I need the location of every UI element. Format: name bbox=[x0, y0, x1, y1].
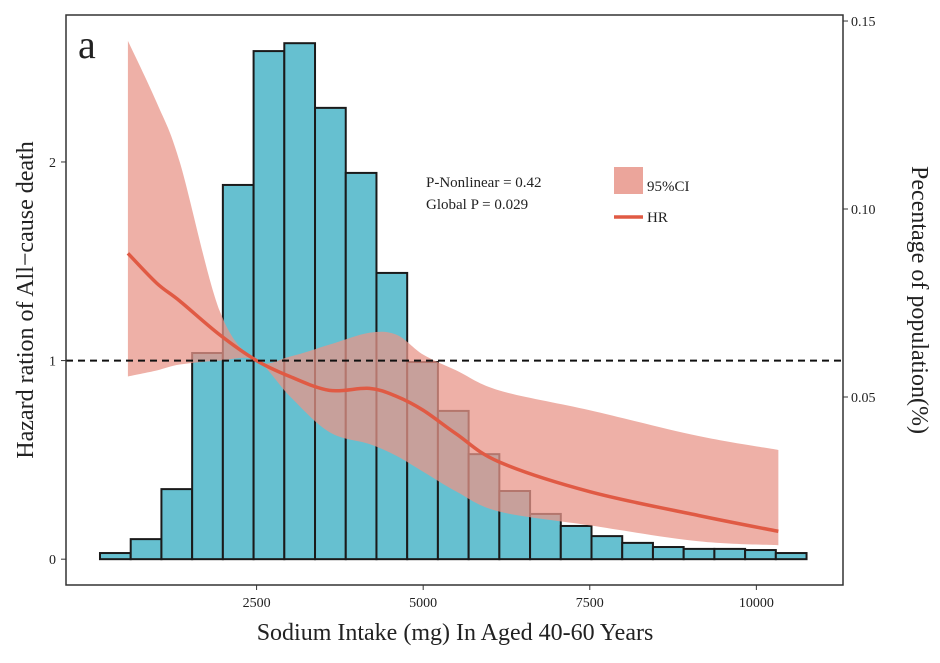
axis-ticks: 2500 5000 7500 10000 0 1 2 0.05 0.10 0.15 bbox=[49, 15, 876, 611]
x-tick-label: 5000 bbox=[409, 596, 437, 611]
histogram-bar bbox=[221, 183, 255, 561]
annotation-global-p: Global P = 0.029 bbox=[426, 197, 528, 213]
histogram-bar bbox=[98, 552, 132, 561]
legend-label-hr: HR bbox=[647, 210, 668, 226]
histogram-bar bbox=[191, 352, 224, 561]
x-tick-label: 7500 bbox=[576, 596, 604, 611]
legend-label-ci: 95%CI bbox=[647, 179, 690, 195]
histogram-bar bbox=[252, 50, 286, 561]
plot-frame bbox=[65, 14, 844, 586]
panel-label: a bbox=[78, 22, 96, 67]
y-right-tick-label: 0.15 bbox=[851, 15, 876, 30]
histogram-bar bbox=[283, 42, 317, 561]
y-left-tick-label: 0 bbox=[49, 553, 56, 568]
histogram-bar bbox=[713, 547, 747, 561]
legend-swatch-ci bbox=[614, 167, 643, 194]
y-axis-left-title: Hazard ration of All−cause death bbox=[13, 141, 39, 458]
annotation-p-nonlinear: P-Nonlinear = 0.42 bbox=[426, 175, 542, 191]
histogram-bar bbox=[590, 535, 624, 561]
y-axis-right-title: Pecentage of population(%) bbox=[906, 166, 932, 434]
histogram-bar bbox=[744, 549, 777, 561]
histogram-bars bbox=[98, 42, 808, 561]
histogram-bar bbox=[621, 541, 654, 561]
y-right-tick-label: 0.05 bbox=[851, 391, 876, 406]
hr-95ci-band bbox=[127, 40, 779, 546]
hr-line bbox=[126, 252, 779, 534]
histogram-bar bbox=[651, 546, 685, 561]
histogram-bar bbox=[774, 552, 808, 561]
histogram-bar bbox=[129, 538, 163, 561]
y-left-tick-label: 2 bbox=[49, 156, 56, 171]
histogram-bar bbox=[314, 106, 347, 561]
histogram-bar bbox=[682, 547, 716, 561]
x-axis-title: Sodium Intake (mg) In Aged 40-60 Years bbox=[257, 620, 654, 646]
y-left-tick-label: 1 bbox=[49, 355, 56, 370]
y-right-tick-label: 0.10 bbox=[851, 203, 876, 218]
histogram-bar bbox=[160, 488, 194, 561]
x-tick-label: 2500 bbox=[243, 596, 271, 611]
histogram-bar bbox=[559, 524, 593, 561]
x-tick-label: 10000 bbox=[739, 596, 774, 611]
